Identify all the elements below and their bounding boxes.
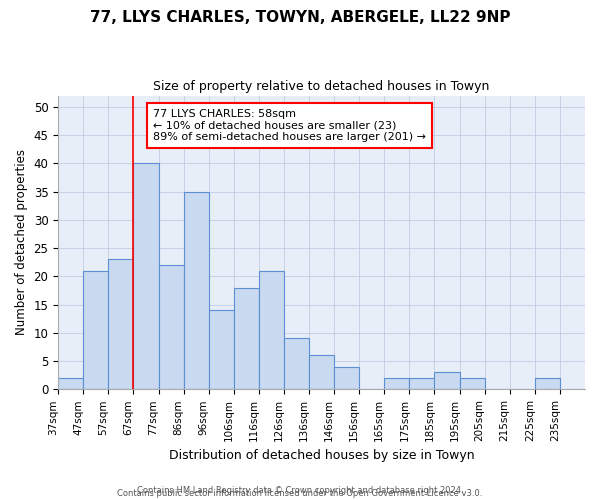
Bar <box>209 310 234 390</box>
Bar <box>434 372 460 390</box>
Text: 77, LLYS CHARLES, TOWYN, ABERGELE, LL22 9NP: 77, LLYS CHARLES, TOWYN, ABERGELE, LL22 … <box>90 10 510 25</box>
Bar <box>184 192 209 390</box>
Title: Size of property relative to detached houses in Towyn: Size of property relative to detached ho… <box>154 80 490 93</box>
Bar <box>284 338 309 390</box>
Text: Contains public sector information licensed under the Open Government Licence v3: Contains public sector information licen… <box>118 488 482 498</box>
Bar <box>384 378 409 390</box>
X-axis label: Distribution of detached houses by size in Towyn: Distribution of detached houses by size … <box>169 450 475 462</box>
Text: Contains HM Land Registry data © Crown copyright and database right 2024.: Contains HM Land Registry data © Crown c… <box>137 486 463 495</box>
Bar <box>460 378 485 390</box>
Bar <box>409 378 434 390</box>
Bar <box>133 164 158 390</box>
Bar <box>109 260 133 390</box>
Text: 77 LLYS CHARLES: 58sqm
← 10% of detached houses are smaller (23)
89% of semi-det: 77 LLYS CHARLES: 58sqm ← 10% of detached… <box>153 109 426 142</box>
Bar <box>535 378 560 390</box>
Bar <box>83 270 109 390</box>
Bar <box>259 270 284 390</box>
Bar <box>334 366 359 390</box>
Bar <box>158 265 184 390</box>
Bar <box>58 378 83 390</box>
Bar <box>309 356 334 390</box>
Y-axis label: Number of detached properties: Number of detached properties <box>15 150 28 336</box>
Bar <box>234 288 259 390</box>
